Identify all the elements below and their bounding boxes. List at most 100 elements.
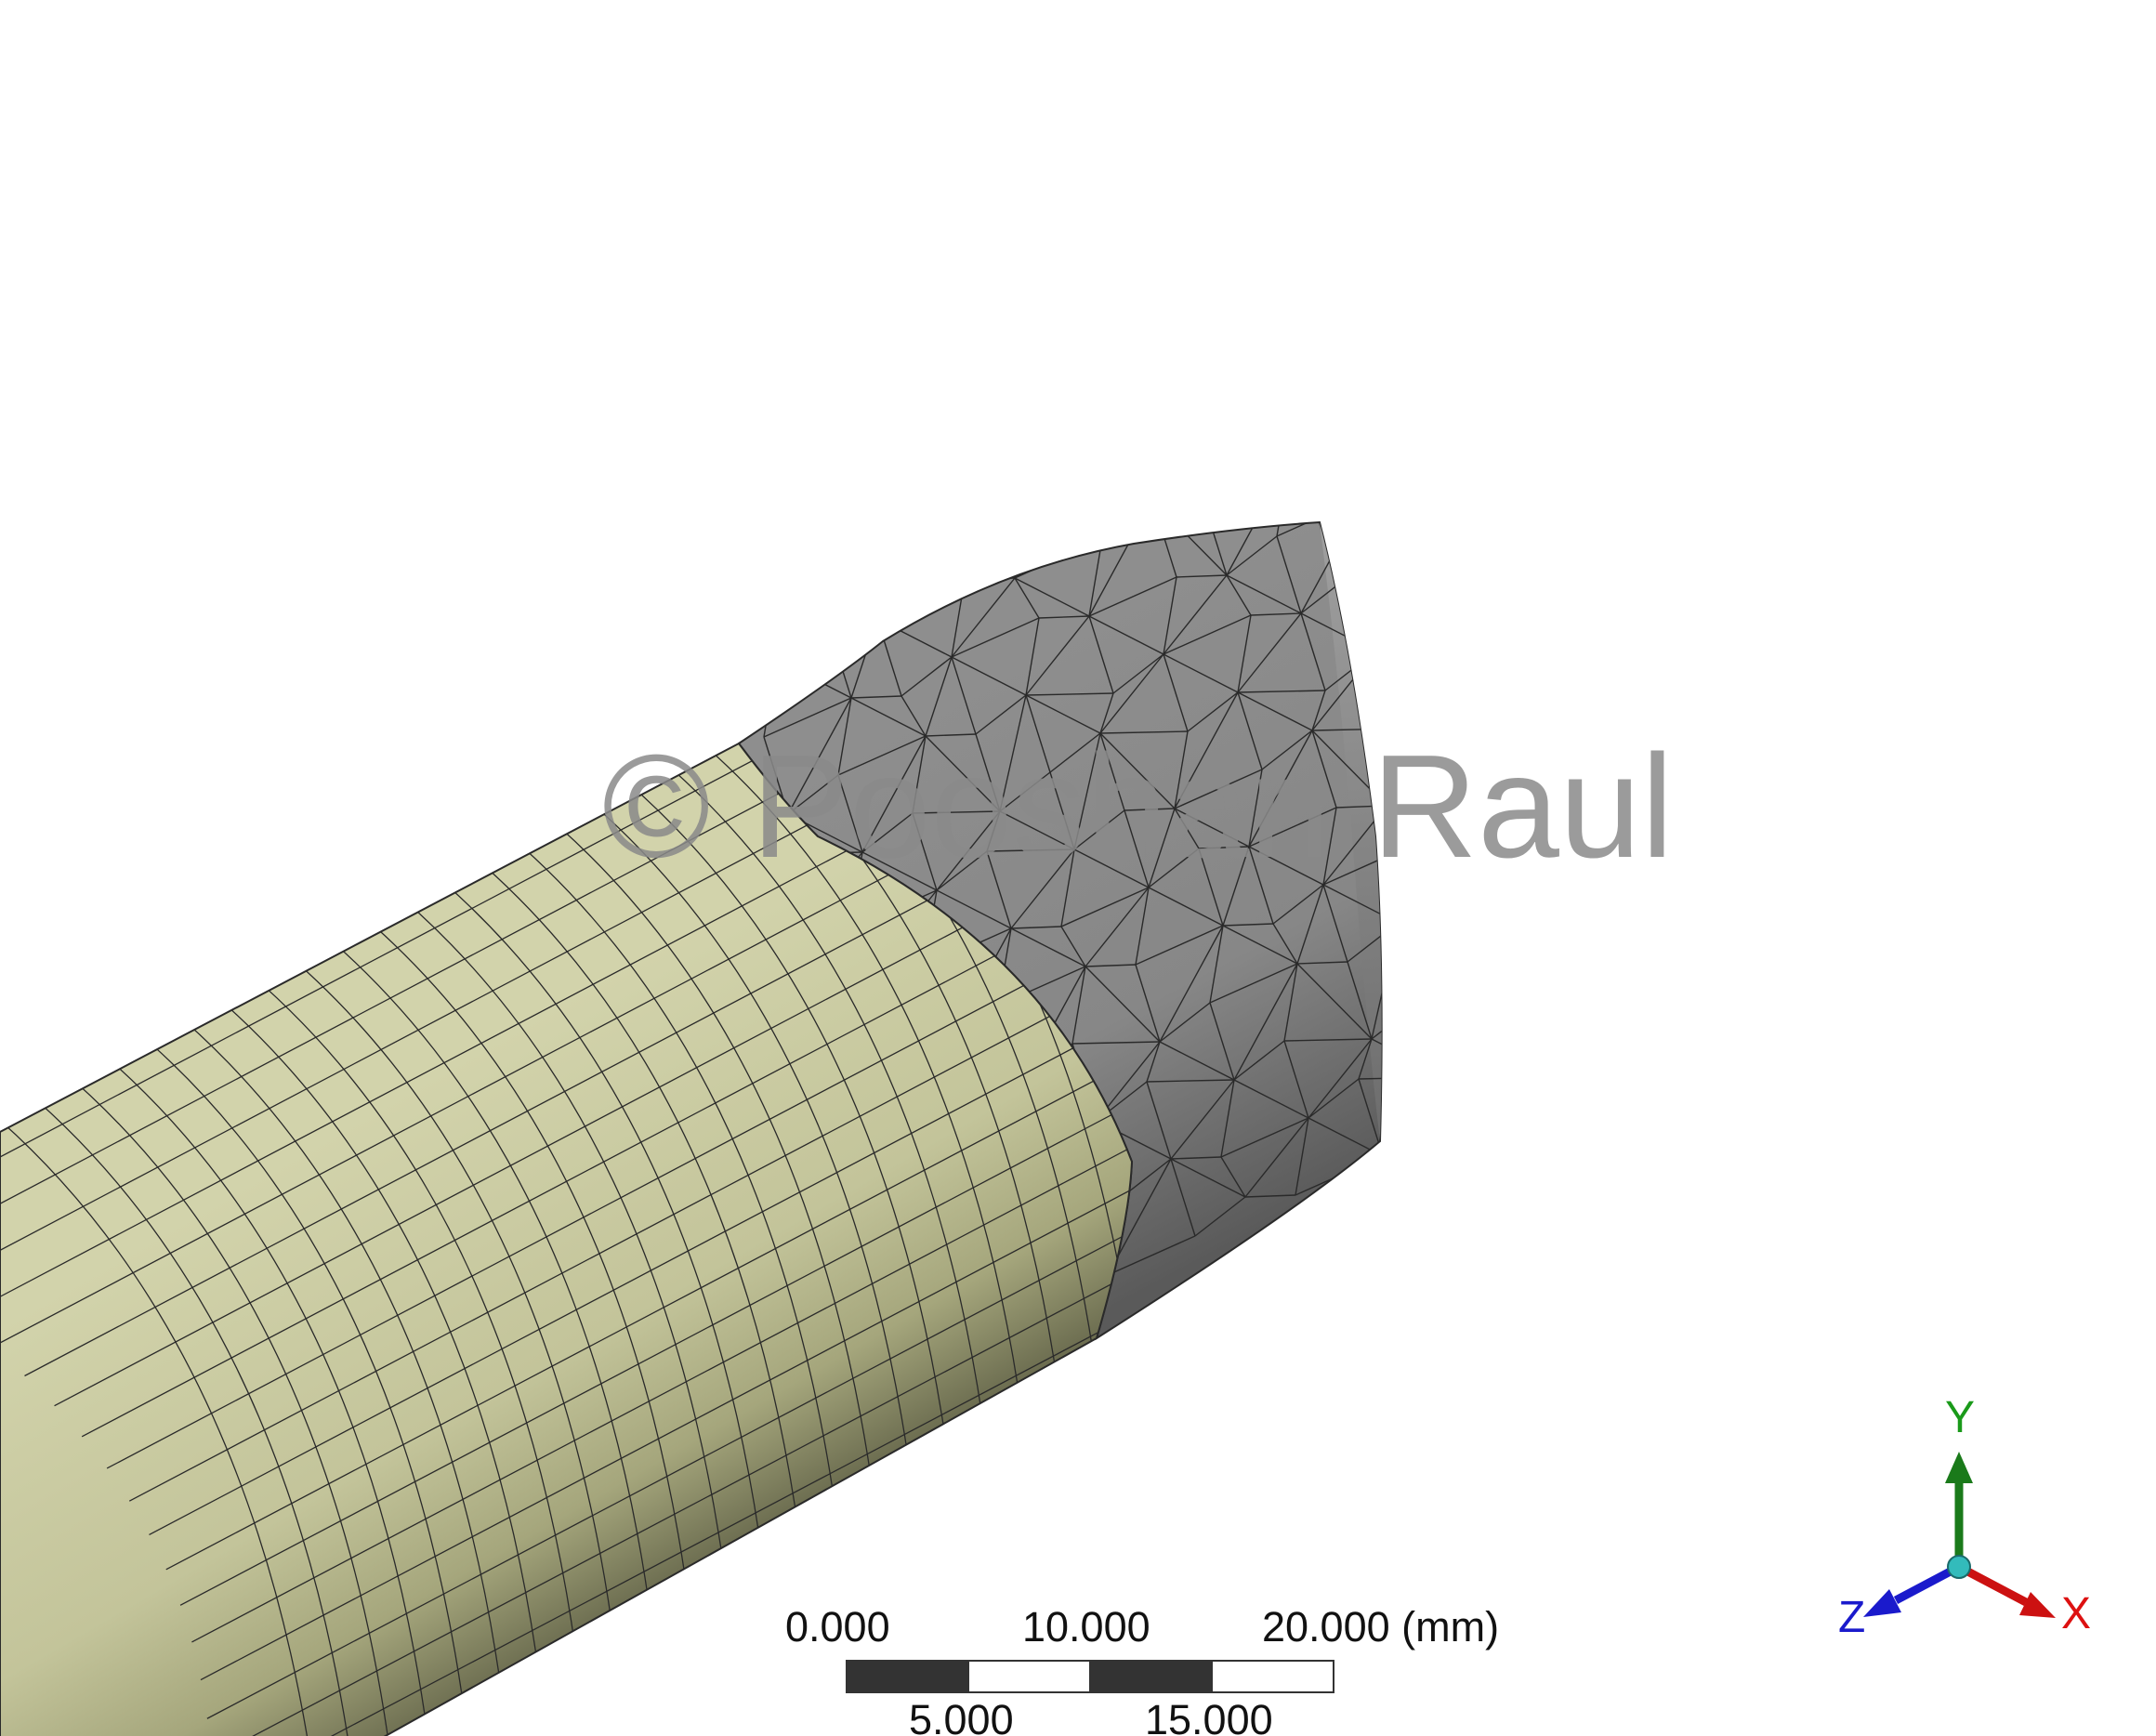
tet-mesh-edge — [802, 522, 817, 582]
axis-triad[interactable]: Y X Z — [1838, 1393, 2091, 1642]
tet-mesh-edge — [1209, 925, 1224, 1004]
tet-mesh-edge — [999, 810, 1075, 850]
tet-mesh-edge — [739, 522, 804, 582]
z-axis-label: Z — [1838, 1593, 1865, 1642]
tet-mesh-edge — [739, 522, 754, 584]
tet-mesh-edge — [940, 424, 1004, 503]
tet-mesh-edge — [1078, 462, 1152, 500]
tet-mesh-edge — [986, 810, 1001, 852]
tet-mesh-edge — [1025, 617, 1040, 696]
tet-mesh-edge — [1124, 809, 1150, 888]
tet-mesh-edge — [1308, 1038, 1373, 1119]
tet-mesh-edge — [1496, 1038, 1520, 1115]
tet-mesh-edge — [1203, 421, 1216, 498]
tet-mesh-edge — [1025, 694, 1101, 734]
mesh-ring-line — [8, 1076, 373, 1736]
tet-mesh-edge — [1433, 1077, 1446, 1154]
tet-mesh-edge — [1353, 380, 1427, 418]
tet-mesh-edge — [1124, 808, 1176, 811]
tet-mesh-edge — [850, 695, 902, 699]
tet-mesh-edge — [1226, 522, 1291, 576]
tet-mesh-edge — [1101, 522, 1153, 540]
scale-segment-2 — [967, 1660, 1091, 1693]
tet-mesh-edge — [1248, 730, 1313, 848]
tet-mesh-edge — [1194, 1196, 1246, 1237]
tet-mesh-edge — [1099, 732, 1125, 811]
tet-mesh-edge — [986, 848, 1075, 852]
mesh-ring-line — [120, 1018, 484, 1736]
tet-mesh-edge — [1198, 846, 1250, 849]
tet-mesh-edge — [1426, 572, 1439, 612]
tet-mesh-edge — [1414, 495, 1439, 572]
mesh-axial-line — [191, 907, 1132, 1643]
tet-mesh-edge — [1374, 612, 1382, 652]
tet-mesh-edge — [802, 580, 828, 622]
tet-mesh-edge — [1198, 848, 1224, 927]
tet-mesh-edge — [951, 656, 977, 735]
tet-mesh-edge — [1014, 522, 1029, 579]
tet-mesh-edge — [1371, 922, 1382, 1040]
mesh-axial-line — [206, 983, 1132, 1719]
tet-mesh-edge — [1283, 963, 1298, 1042]
tet-mesh-edge — [1374, 651, 1382, 690]
tet-mesh-edge — [861, 812, 914, 853]
tet-mesh-edge — [951, 577, 1016, 658]
tet-mesh-edge — [1248, 846, 1274, 925]
tet-mesh-edge — [1272, 884, 1324, 925]
tet-mesh-edge — [1403, 341, 1427, 418]
tet-mesh-edge — [1004, 424, 1078, 462]
tet-mesh-edge — [1226, 574, 1302, 614]
tet-mesh-edge — [1209, 1002, 1235, 1081]
tet-mesh-edge — [1358, 1076, 1382, 1080]
tet-mesh-edge — [951, 656, 1027, 696]
tet-mesh-edge — [1279, 342, 1353, 380]
tet-mesh-edge — [1311, 690, 1326, 731]
tet-mesh-edge — [1191, 344, 1216, 421]
tet-mesh-edge — [1340, 380, 1353, 457]
tet-mesh-edge — [1374, 572, 1382, 652]
tet-mesh-edge — [1226, 574, 1252, 616]
tet-mesh-edge — [1085, 887, 1150, 967]
tet-mesh-edge — [1073, 848, 1150, 888]
mesh-ring-line — [83, 1037, 447, 1736]
tet-mesh-edge — [1276, 535, 1302, 614]
triad-origin — [1947, 1555, 1971, 1579]
tet-mesh-edge — [1222, 846, 1250, 927]
tet-mesh-edge — [1295, 1117, 1309, 1196]
tet-mesh-edge — [901, 656, 953, 697]
tet-mesh-edge — [1398, 923, 1472, 961]
tet-mesh-edge — [1340, 457, 1364, 497]
tet-mesh-edge — [1159, 1002, 1211, 1043]
tet-mesh-edge — [1446, 1077, 1520, 1115]
tet-mesh-edge — [1176, 574, 1228, 578]
tet-mesh-edge — [1174, 769, 1263, 809]
tet-mesh-edge — [1347, 922, 1382, 963]
tet-mesh-edge — [1364, 418, 1427, 497]
tet-mesh-edge — [1322, 884, 1348, 963]
tet-mesh-edge — [1163, 653, 1189, 732]
scale-segment-3 — [1089, 1660, 1213, 1693]
tet-mesh-edge — [1347, 961, 1373, 1040]
tet-mesh-edge — [850, 697, 927, 737]
mesh-ring-line — [46, 1057, 410, 1736]
tet-mesh-edge — [802, 541, 891, 582]
tet-mesh-edge — [865, 522, 891, 543]
tet-mesh-edge — [1283, 1040, 1309, 1119]
scale-segment-1 — [846, 1660, 969, 1693]
tet-mesh-edge — [1085, 966, 1161, 1043]
tet-mesh-edge — [1237, 690, 1326, 693]
tet-mesh-edge — [1060, 926, 1086, 967]
y-arrow-icon — [1945, 1452, 1973, 1483]
tet-mesh-edge — [1148, 887, 1224, 927]
tet-mesh-edge — [1135, 887, 1150, 966]
tet-mesh-edge — [1472, 921, 1485, 961]
tet-mesh-edge — [826, 618, 878, 622]
tet-mesh-edge — [1220, 1156, 1246, 1198]
tet-mesh-edge — [1170, 1156, 1222, 1160]
tet-mesh-edge — [802, 580, 878, 620]
tet-mesh-edge — [1151, 522, 1228, 576]
tet-mesh-edge — [1054, 383, 1141, 385]
tet-mesh-edge — [1004, 424, 1028, 501]
tet-mesh-edge — [837, 735, 927, 776]
